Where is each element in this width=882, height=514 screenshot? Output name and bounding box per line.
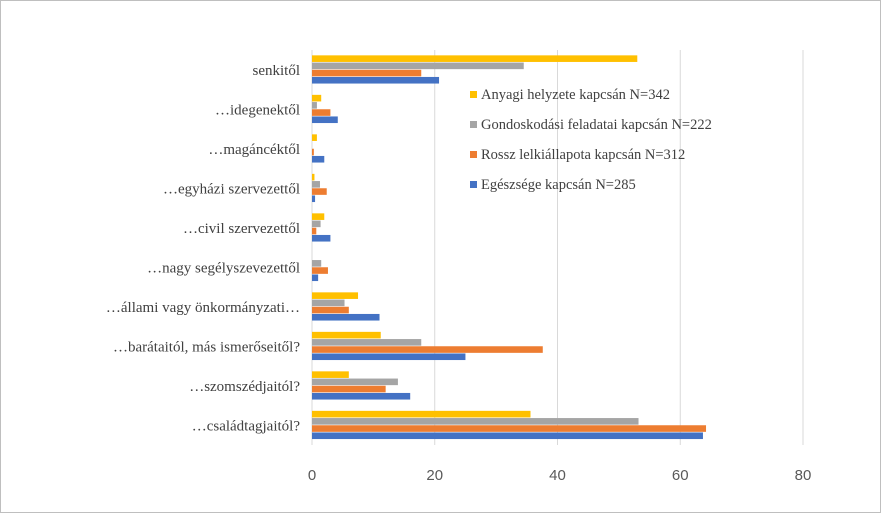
bar <box>312 432 703 440</box>
bar <box>312 220 321 228</box>
bar <box>312 155 325 163</box>
x-tick-label: 80 <box>795 467 812 484</box>
bar <box>312 346 543 353</box>
bar <box>312 55 638 62</box>
x-tick-label: 40 <box>549 467 566 484</box>
x-tick-label: 0 <box>308 467 316 484</box>
bar <box>312 267 328 274</box>
bar <box>312 76 440 84</box>
legend-swatch <box>470 121 477 128</box>
legend-label: Egészsége kapcsán N=285 <box>481 177 636 193</box>
bar <box>312 62 524 70</box>
bar <box>312 378 398 386</box>
y-tick-label: …civil szervezettől <box>183 221 300 237</box>
bar <box>312 234 331 242</box>
bar <box>312 392 411 400</box>
y-tick-label: senkitől <box>253 63 301 79</box>
x-tick-label: 20 <box>426 467 443 484</box>
legend-swatch <box>470 151 477 158</box>
y-tick-label: …magáncéktől <box>208 142 300 158</box>
bar <box>312 148 314 156</box>
legend-label: Rossz lelkiállapota kapcsán N=312 <box>481 147 685 163</box>
legend-swatch <box>470 181 477 188</box>
bar <box>312 331 381 339</box>
bar <box>312 385 386 393</box>
bar <box>312 116 338 124</box>
bar <box>312 313 380 321</box>
bar <box>312 410 531 418</box>
x-tick-label: 60 <box>672 467 689 484</box>
bar <box>312 227 317 235</box>
bar <box>312 102 317 109</box>
legend-swatch <box>470 91 477 98</box>
bar <box>312 339 422 346</box>
bar <box>312 134 317 141</box>
bar <box>312 173 315 181</box>
bar <box>312 299 345 307</box>
bar <box>312 418 639 425</box>
bar <box>312 371 349 378</box>
y-tick-label: …állami vagy önkormányzati… <box>106 300 300 316</box>
bar <box>312 425 707 432</box>
legend-label: Anyagi helyzete kapcsán N=342 <box>481 87 670 103</box>
bar <box>312 292 359 299</box>
bar <box>312 195 316 203</box>
bar <box>312 109 331 116</box>
bar <box>312 94 322 102</box>
bar <box>312 213 325 220</box>
bar <box>312 260 322 267</box>
bar <box>312 181 320 188</box>
y-tick-label: …szomszédjaitól? <box>189 379 300 395</box>
y-tick-label: …idegenektől <box>215 102 300 118</box>
y-tick-label: …családtagjaitól? <box>192 418 301 434</box>
y-tick-label: …barátaitól, más ismerőseitől? <box>113 339 300 355</box>
legend-label: Gondoskodási feladatai kapcsán N=222 <box>481 117 712 133</box>
y-tick-label: …egyházi szervezettől <box>163 181 300 197</box>
bar <box>312 306 349 314</box>
bar <box>312 188 327 195</box>
bar <box>312 353 466 361</box>
bar <box>312 69 422 77</box>
bar <box>312 274 319 282</box>
y-tick-label: …nagy segélyszevezettől <box>147 260 300 276</box>
